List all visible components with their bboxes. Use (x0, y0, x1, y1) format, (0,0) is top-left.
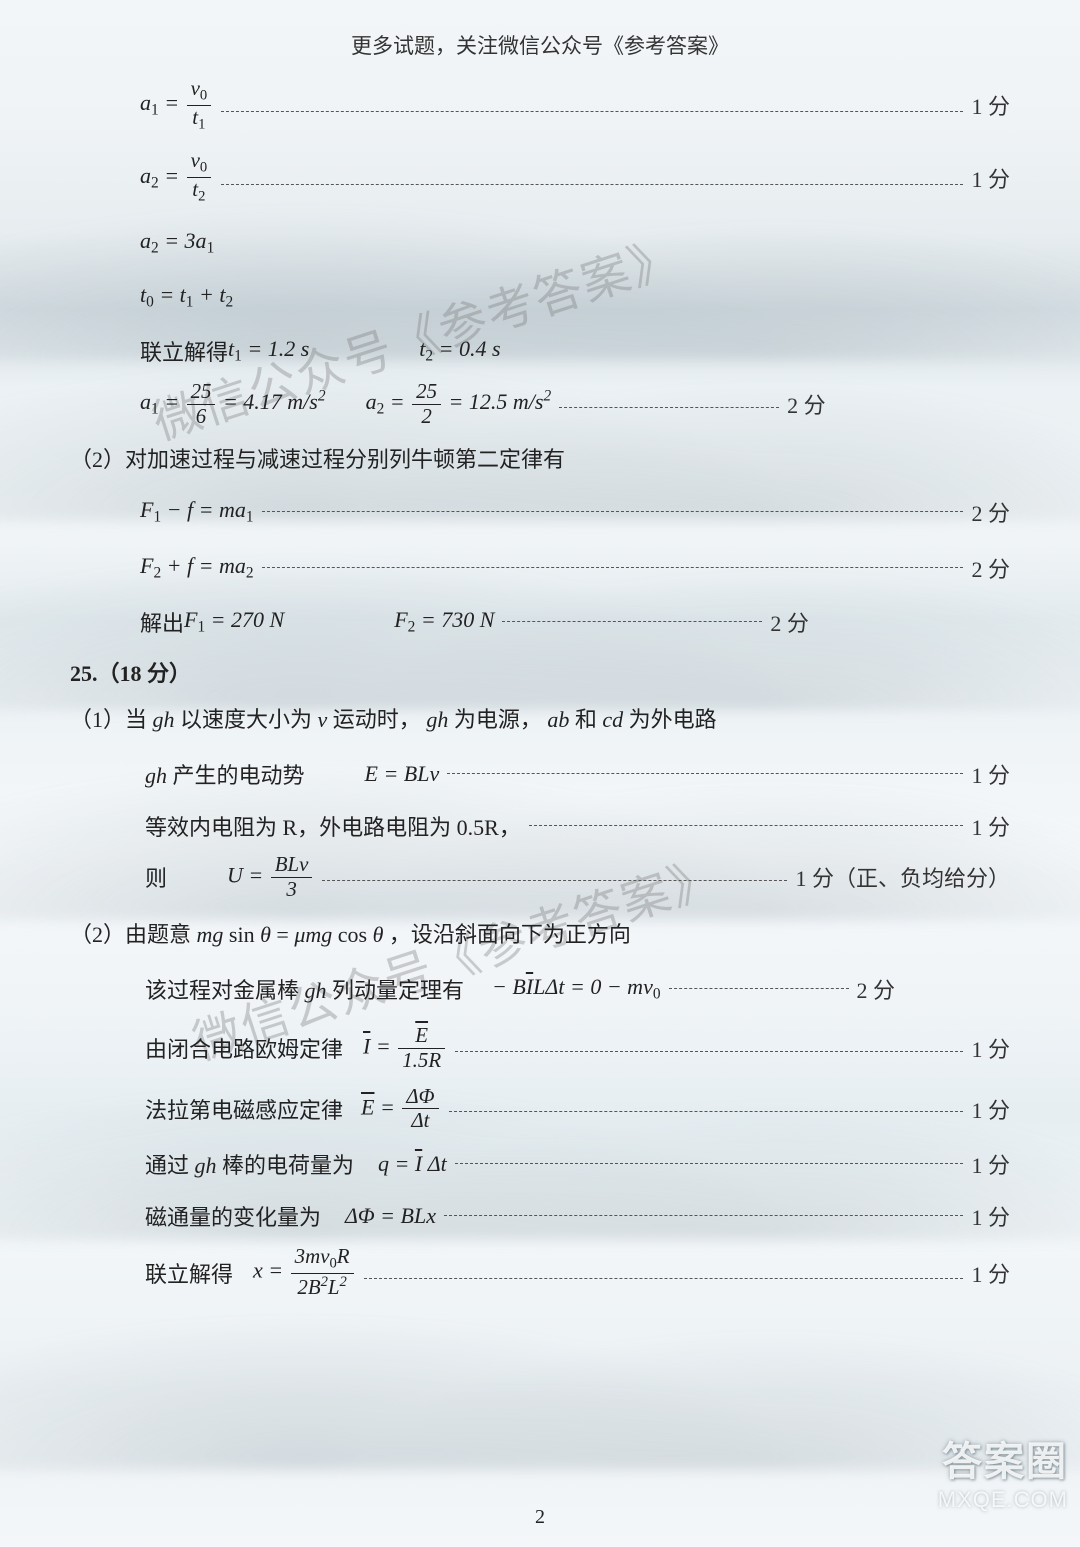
page-content: 更多试题，关注微信公众号《参考答案》 a1 = v0t1 1 分 a2 = v0… (0, 0, 1080, 1345)
equation-line: a1 = 256 = 4.17 m/s2 a2 = 252 = 12.5 m/s… (70, 381, 1010, 428)
section-text: （2）由题意 mg sin θ = μmg cos θ ，设沿斜面向下为正方向 (70, 913, 1010, 953)
equation-line: gh 产生的电动势 E = BLv 1 分 (70, 754, 1010, 794)
page-header: 更多试题，关注微信公众号《参考答案》 (70, 30, 1010, 60)
equation-line: F1 − f = ma1 2 分 (70, 492, 1010, 532)
equation-line: t0 = t1 + t2 (70, 277, 1010, 317)
equation-line: 由闭合电路欧姆定律 I = E1.5R 1 分 (70, 1025, 1010, 1072)
section-text: （1）当 gh 以速度大小为 v 运动时， gh 为电源， ab 和 cd 为外… (70, 698, 1010, 738)
question-title: 25.（18 分） (70, 656, 1010, 688)
equation-line: 联立解得 t1 = 1.2 s t2 = 0.4 s (70, 331, 1010, 371)
equation-line: 通过 gh 棒的电荷量为 q = I Δt 1 分 (70, 1144, 1010, 1184)
equation-line: 联立解得 x = 3mv0R2B2L2 1 分 (70, 1246, 1010, 1299)
section-text: （2）对加速过程与减速过程分别列牛顿第二定律有 (70, 438, 1010, 478)
equation-line: a2 = 3a1 (70, 223, 1010, 263)
equation-line: 则 U = BLv3 1 分（正、负均给分） (70, 854, 1010, 901)
equation-line: a1 = v0t1 1 分 (70, 78, 1010, 132)
equation-line: 解出 F1 = 270 N F2 = 730 N 2 分 (70, 602, 1010, 642)
equation-line: 等效内电阻为 R，外电路电阻为 0.5R， 1 分 (70, 806, 1010, 846)
equation-line: 磁通量的变化量为 ΔΦ = BLx 1 分 (70, 1196, 1010, 1236)
equation-line: 法拉第电磁感应定律 E = ΔΦΔt 1 分 (70, 1086, 1010, 1133)
equation-line: 该过程对金属棒 gh 列动量定理有 − BILΔt = 0 − mv0 2 分 (70, 969, 1010, 1009)
page-number: 2 (0, 1506, 1080, 1529)
corner-watermark: 答案圈 MXQE.COM (938, 1429, 1068, 1513)
equation-line: F2 + f = ma2 2 分 (70, 548, 1010, 588)
equation-line: a2 = v0t2 1 分 (70, 150, 1010, 204)
